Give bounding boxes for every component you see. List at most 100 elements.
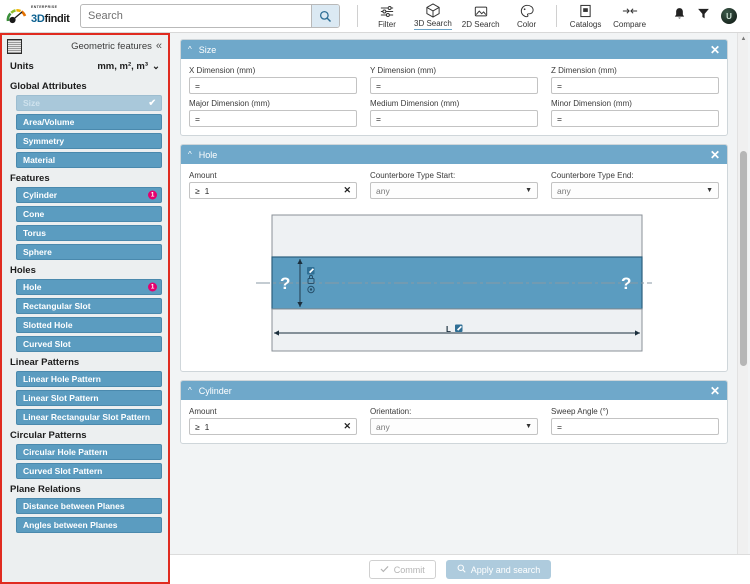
field-label: X Dimension (mm) [189, 66, 256, 75]
text-input[interactable]: = [370, 77, 538, 94]
chevron-up-icon[interactable]: ^ [188, 45, 192, 54]
chevron-down-icon: ▼ [706, 187, 713, 194]
chevron-double-left-icon[interactable]: « [155, 40, 162, 52]
form-field: Major Dimension (mm) = [189, 99, 357, 127]
avatar[interactable]: U [721, 8, 737, 24]
tool-color[interactable]: Color [505, 0, 549, 32]
units-row[interactable]: Units mm, m², m³ ⌄ [9, 58, 162, 76]
target-circle-icon[interactable] [307, 285, 315, 294]
tool-filter-label: Filter [378, 19, 396, 29]
funnel-icon[interactable] [697, 7, 710, 25]
units-dropdown[interactable]: mm, m², m³ ⌄ [97, 61, 160, 72]
search-bar[interactable] [80, 4, 340, 28]
chevron-up-icon[interactable]: ^ [188, 386, 192, 395]
text-input[interactable]: = [189, 110, 357, 127]
topbar-right-icons: U [673, 7, 744, 26]
tool-catalogs[interactable]: Catalogs [564, 0, 608, 32]
amount-value: 1 [204, 185, 210, 196]
select-field[interactable]: any ▼ [370, 418, 538, 435]
sidebar-item-material[interactable]: Material [16, 152, 162, 168]
sidebar-group-title: Holes [10, 265, 36, 276]
select-field[interactable]: any ▼ [551, 182, 719, 199]
apply-label: Apply and search [470, 564, 541, 575]
check-icon: ✔ [148, 97, 156, 108]
main-scrollbar[interactable]: ▲ ▼ [737, 33, 748, 584]
lock-icon[interactable] [307, 274, 315, 284]
sidebar-item-label: Torus [23, 228, 46, 238]
sidebar-item-linear-hole-pattern[interactable]: Linear Hole Pattern [16, 371, 162, 387]
commit-button[interactable]: Commit [368, 560, 436, 579]
tool-compare[interactable]: Compare [608, 0, 652, 32]
sidebar-item-cylinder[interactable]: Cylinder 1 [16, 187, 162, 203]
search-submit-button[interactable] [311, 5, 339, 27]
field-label: Medium Dimension (mm) [370, 99, 460, 108]
scrollbar-thumb[interactable] [740, 151, 747, 366]
text-input[interactable]: = [551, 77, 719, 94]
tool-2d-search[interactable]: 2D Search [457, 0, 505, 32]
clear-icon[interactable]: ✕ [343, 421, 351, 431]
field-label: Sweep Angle (°) [551, 407, 609, 416]
sidebar-item-curved-slot-pattern[interactable]: Curved Slot Pattern [16, 463, 162, 479]
search-input[interactable] [81, 5, 311, 27]
sidebar-item-hole[interactable]: Hole 1 [16, 279, 162, 295]
commit-label: Commit [393, 564, 425, 575]
edit-pencil-icon[interactable] [455, 324, 463, 333]
scroll-up-icon[interactable]: ▲ [740, 35, 747, 42]
amount-input[interactable]: ≥1 ✕ [189, 418, 357, 435]
sidebar-item-torus[interactable]: Torus [16, 225, 162, 241]
sidebar-group-title: Circular Patterns [10, 430, 87, 441]
sidebar-item-label: Size [23, 98, 41, 108]
sidebar-item-label: Linear Slot Pattern [23, 393, 99, 403]
sidebar-item-slotted-hole[interactable]: Slotted Hole [16, 317, 162, 333]
form-field: Orientation: any ▼ [370, 407, 538, 435]
apply-and-search-button[interactable]: Apply and search [445, 560, 552, 579]
text-input[interactable]: = [551, 418, 719, 435]
sidebar-item-angles-between-planes[interactable]: Angles between Planes [16, 517, 162, 533]
sidebar-item-circular-hole-pattern[interactable]: Circular Hole Pattern [16, 444, 162, 460]
sidebar-item-cone[interactable]: Cone [16, 206, 162, 222]
sidebar-item-distance-between-planes[interactable]: Distance between Planes [16, 498, 162, 514]
check-icon [380, 565, 389, 575]
field-grid: Amount ≥1 ✕ Counterbore Type Start: any ▼ Coun… [189, 171, 719, 199]
sidebar-item-size[interactable]: Size ✔ [16, 95, 162, 111]
bell-icon[interactable] [673, 7, 686, 26]
panel-title: Size [198, 44, 217, 55]
text-input-value: = [195, 80, 200, 91]
panel-header: ^ Cylinder ✕ [181, 381, 727, 400]
form-field: Minor Dimension (mm) = [551, 99, 719, 127]
clear-icon[interactable]: ✕ [343, 185, 351, 195]
tool-3d-search[interactable]: 3D Search [409, 0, 457, 32]
sidebar-item-symmetry[interactable]: Symmetry [16, 133, 162, 149]
sidebar-item-label: Curved Slot Pattern [23, 466, 103, 476]
text-input[interactable]: = [551, 110, 719, 127]
sidebar-item-sphere[interactable]: Sphere [16, 244, 162, 260]
chevron-up-icon[interactable]: ^ [188, 150, 192, 159]
sidebar-item-linear-slot-pattern[interactable]: Linear Slot Pattern [16, 390, 162, 406]
edit-pencil-icon[interactable] [307, 267, 315, 275]
panel-title: Cylinder [198, 385, 232, 396]
close-icon[interactable]: ✕ [709, 42, 720, 57]
text-input-value: = [376, 113, 381, 124]
chevron-down-icon: ▼ [525, 187, 532, 194]
form-field: Sweep Angle (°) = [551, 407, 719, 435]
sidebar-item-linear-rectangular-slot-pattern[interactable]: Linear Rectangular Slot Pattern [16, 409, 162, 425]
app-logo[interactable]: ENTERPRISE 3Dfindit [6, 5, 74, 27]
select-field[interactable]: any ▼ [370, 182, 538, 199]
sidebar-group-title: Features [10, 173, 50, 184]
sidebar-group-title: Linear Patterns [10, 357, 80, 368]
sidebar-item-rectangular-slot[interactable]: Rectangular Slot [16, 298, 162, 314]
panels-host: ^ Size ✕ X Dimension (mm) = Y Dimension (mm) =… [180, 39, 728, 444]
sidebar-item-curved-slot[interactable]: Curved Slot [16, 336, 162, 352]
tool-filter[interactable]: Filter [365, 0, 409, 32]
text-input[interactable]: = [189, 77, 357, 94]
close-icon[interactable]: ✕ [709, 383, 720, 398]
panel-grid-icon[interactable] [7, 39, 22, 54]
body-row: Geometric features « Units mm, m², m³ ⌄ … [0, 33, 750, 584]
text-input[interactable]: = [370, 110, 538, 127]
close-icon[interactable]: ✕ [709, 147, 720, 162]
sidebar-group-title: Plane Relations [10, 484, 81, 495]
amount-input[interactable]: ≥1 ✕ [189, 182, 357, 199]
sidebar-item-area-volume[interactable]: Area/Volume [16, 114, 162, 130]
form-field: Y Dimension (mm) = [370, 66, 538, 94]
units-value: mm, m², m³ [97, 61, 149, 72]
